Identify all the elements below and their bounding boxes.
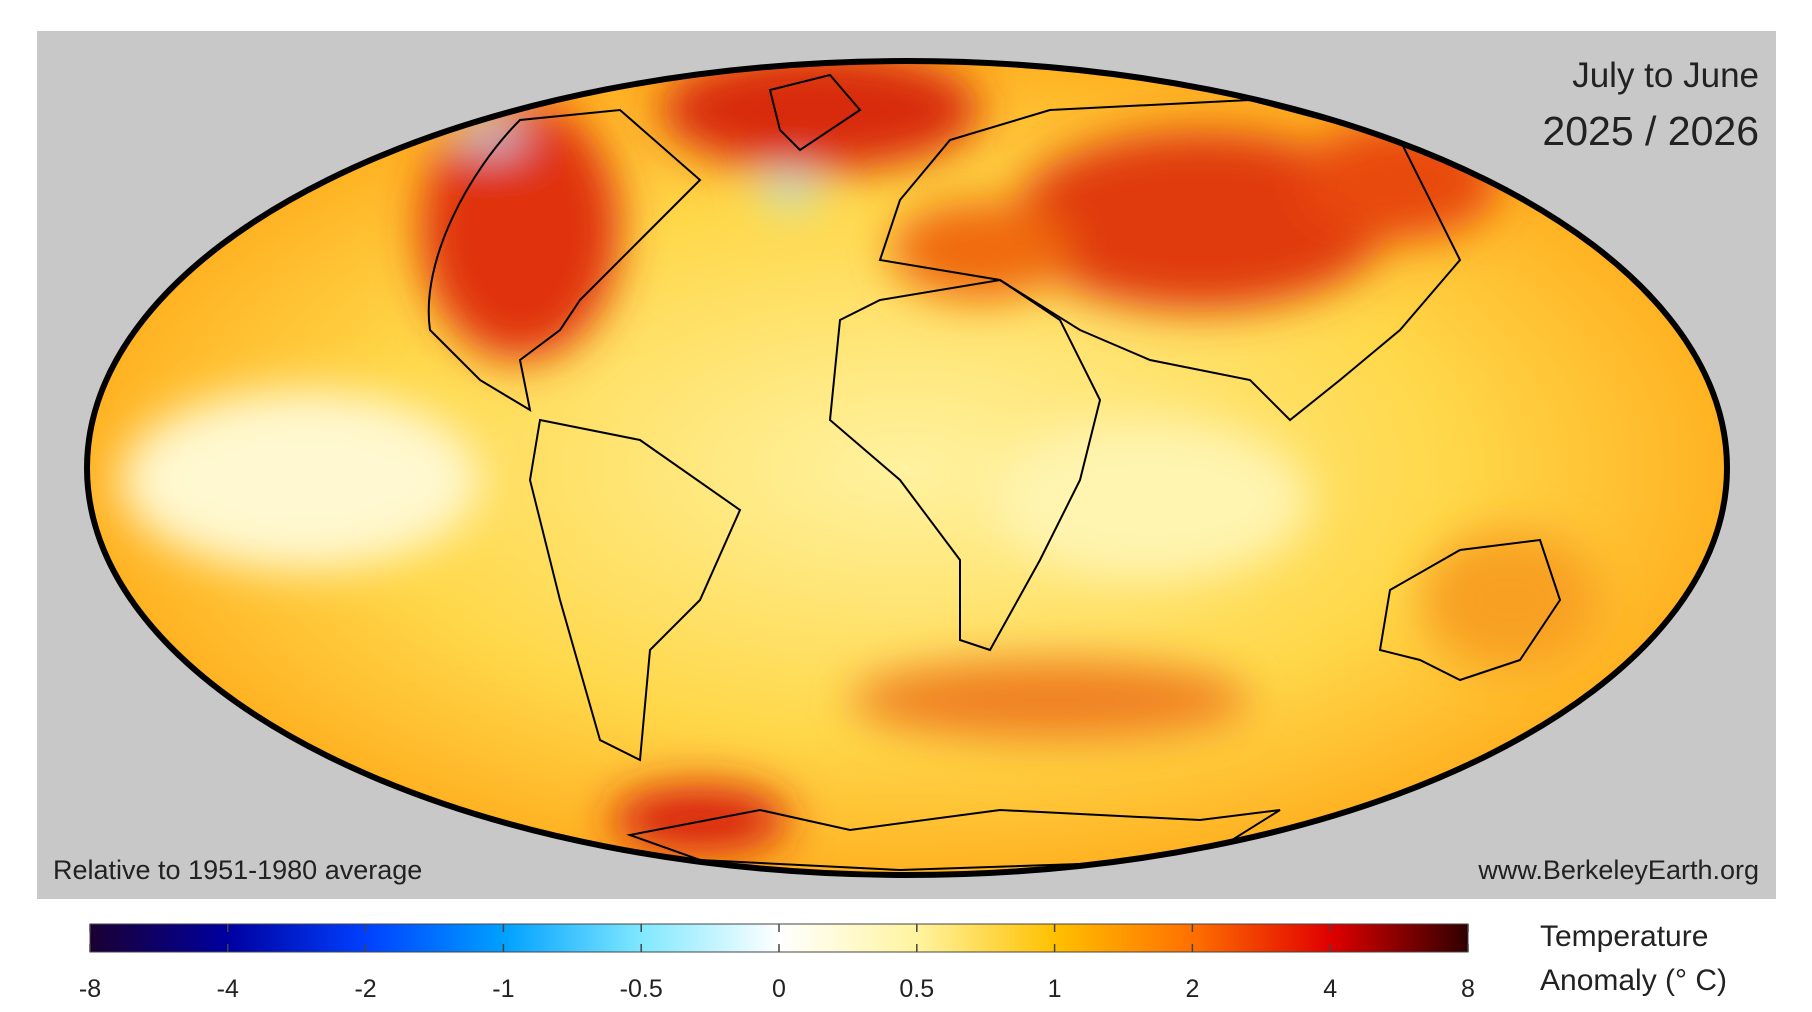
colorbar-tick-label: 1: [1048, 975, 1062, 1003]
colorbar-tick-label: -0.5: [620, 975, 663, 1003]
colorbar-tick-label: -8: [79, 975, 101, 1003]
period: July to June: [1572, 56, 1759, 95]
colorbar-tick-label: 2: [1185, 975, 1199, 1003]
colorbar-tick-label: -2: [354, 975, 376, 1003]
source: www.BerkeleyEarth.org: [1477, 855, 1759, 885]
colorbar-title: Temperature: [1540, 920, 1708, 953]
colorbar-title: Anomaly (° C): [1540, 964, 1727, 997]
baseline-note: Relative to 1951-1980 average: [53, 855, 422, 885]
colorbar-tick-label: 0.5: [899, 975, 934, 1003]
globe-outline: [84, 58, 1730, 878]
colorbar-tick-label: 4: [1323, 975, 1337, 1003]
anomaly-map: [87, 61, 1727, 875]
colorbar-tick-label: 8: [1461, 975, 1475, 1003]
years: 2025 / 2026: [1542, 108, 1759, 154]
colorbar-tick-label: -4: [217, 975, 239, 1003]
colorbar-tick-label: -1: [492, 975, 514, 1003]
colorbar-tick-label: 0: [772, 975, 786, 1003]
